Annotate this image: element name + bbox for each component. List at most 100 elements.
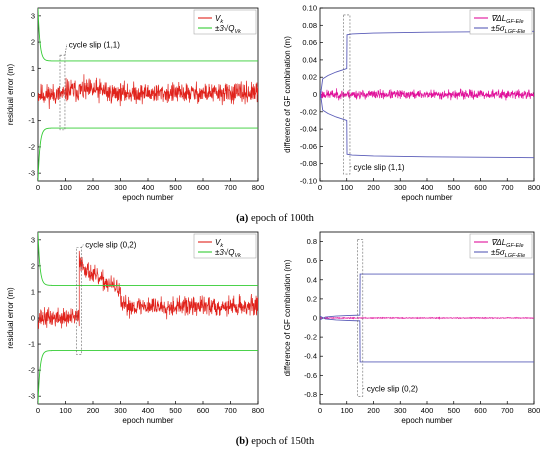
x-tick-label: 400: [421, 183, 434, 192]
x-tick-label: 400: [142, 183, 155, 192]
caption-a-text: epoch of 100th: [248, 213, 314, 224]
x-axis-label: epoch number: [401, 193, 452, 202]
y-tick-label: -0.02: [300, 107, 317, 116]
y-tick-label: -0.10: [300, 177, 317, 186]
legend-label: ±3√QVk: [215, 24, 241, 35]
legend-label: ±5σLGF-Ele: [491, 248, 525, 259]
chart-a_right: 0 100 200 300 400 500 600 700 800 -0.10 -0.08 -0.06…: [283, 4, 540, 203]
y-axis-label: residual error (m): [6, 63, 15, 125]
x-tick-label: 200: [367, 183, 380, 192]
legend-label: ±5σLGF-Ele: [491, 24, 525, 35]
x-tick-label: 800: [528, 406, 541, 415]
y-tick-label: 1: [31, 64, 35, 73]
y-tick-label: 0.4: [307, 275, 317, 284]
y-tick-label: 0.08: [302, 21, 317, 30]
series-line-1: [38, 250, 258, 329]
x-tick-label: 500: [169, 406, 182, 415]
y-tick-label: -0.4: [304, 352, 317, 361]
series-line-1: [320, 316, 534, 320]
y-tick-label: -0.04: [300, 125, 317, 134]
x-tick-label: 800: [252, 406, 265, 415]
y-tick-label: -0.2: [304, 333, 317, 342]
legend-frame: [469, 233, 533, 259]
x-tick-label: 700: [224, 183, 237, 192]
series-line-2: [320, 30, 534, 99]
cycle-slip-label: cycle slip (0,2): [85, 241, 136, 250]
series-line-3: [320, 315, 534, 363]
x-tick-label: 300: [114, 406, 127, 415]
x-tick-label: 800: [528, 183, 541, 192]
x-tick-label: 700: [224, 406, 237, 415]
y-tick-label: -1: [28, 340, 35, 349]
x-tick-label: 700: [501, 183, 514, 192]
x-tick-label: 500: [447, 406, 460, 415]
y-tick-label: 0.06: [302, 38, 317, 47]
y-tick-label: -3: [28, 392, 35, 401]
legend: Vk±3√QVk: [193, 233, 257, 259]
y-tick-label: -3: [28, 169, 35, 178]
x-tick-label: 200: [87, 183, 100, 192]
legend-label: ∇ΔLGF-Ele: [491, 238, 524, 249]
caption-a-letter: (a): [236, 213, 249, 224]
x-tick-label: 300: [394, 183, 407, 192]
x-tick-label: 0: [36, 183, 40, 192]
chart-a_left: 0 100 200 300 400 500 600 700 800 -3 -2 -1 0 1 2 3 epoch…: [6, 7, 265, 202]
x-tick-label: 500: [169, 183, 182, 192]
legend-label: ±3√QVk: [215, 248, 241, 259]
cycle-slip-box: [59, 54, 66, 131]
y-tick-label: 0: [313, 90, 317, 99]
cycle-slip-label: cycle slip (1,1): [353, 163, 404, 172]
y-tick-label: 2: [31, 261, 35, 270]
y-tick-label: -0.6: [304, 371, 317, 380]
series-line-2: [38, 8, 258, 62]
x-tick-label: 600: [474, 183, 487, 192]
x-tick-label: 0: [318, 183, 322, 192]
x-tick-label: 500: [447, 183, 460, 192]
y-tick-label: 3: [31, 235, 35, 244]
series-line-2: [38, 232, 258, 286]
cycle-slip-label: cycle slip (1,1): [69, 40, 120, 49]
legend-label: ∇ΔLGF-Ele: [491, 14, 524, 25]
series-group: [320, 30, 534, 159]
x-tick-label: 600: [474, 406, 487, 415]
y-tick-label: 2: [31, 38, 35, 47]
y-tick-label: -0.8: [304, 390, 317, 399]
x-tick-label: 100: [340, 406, 353, 415]
x-tick-label: 200: [87, 406, 100, 415]
y-tick-label: 0.8: [307, 237, 317, 246]
y-tick-label: 0.04: [302, 55, 317, 64]
legend-label: Vk: [215, 238, 223, 249]
x-tick-label: 800: [252, 183, 265, 192]
x-axis-label: epoch number: [122, 416, 173, 425]
y-tick-label: -0.08: [300, 159, 317, 168]
y-tick-label: 0: [31, 90, 35, 99]
y-tick-label: 3: [31, 11, 35, 20]
y-axis-label: difference of GF combination (m): [283, 36, 292, 153]
series-line-3: [320, 90, 534, 159]
y-tick-label: -1: [28, 116, 35, 125]
y-tick-label: 1: [31, 287, 35, 296]
legend: ∇ΔLGF-Ele±5σLGF-Ele: [469, 9, 533, 35]
x-tick-label: 400: [142, 406, 155, 415]
cycle-slip-leader: [81, 244, 84, 248]
legend-label: Vk: [215, 14, 223, 25]
cycle-slip-box: [357, 239, 364, 397]
y-axis-label: residual error (m): [6, 287, 15, 349]
x-tick-label: 0: [36, 406, 40, 415]
y-tick-label: 0.2: [307, 294, 317, 303]
series-group: [320, 273, 534, 363]
x-tick-label: 0: [318, 406, 322, 415]
x-tick-label: 200: [367, 406, 380, 415]
cycle-slip-label: cycle slip (0,2): [367, 385, 418, 394]
x-tick-label: 300: [114, 183, 127, 192]
legend-frame: [193, 9, 257, 35]
x-tick-label: 100: [59, 406, 72, 415]
legend-frame: [469, 9, 533, 35]
series-group: [38, 8, 258, 181]
x-tick-label: 700: [501, 406, 514, 415]
y-tick-label: 0: [31, 314, 35, 323]
y-tick-label: 0: [313, 314, 317, 323]
y-tick-label: 0.6: [307, 256, 317, 265]
cycle-slip-box: [343, 14, 351, 175]
